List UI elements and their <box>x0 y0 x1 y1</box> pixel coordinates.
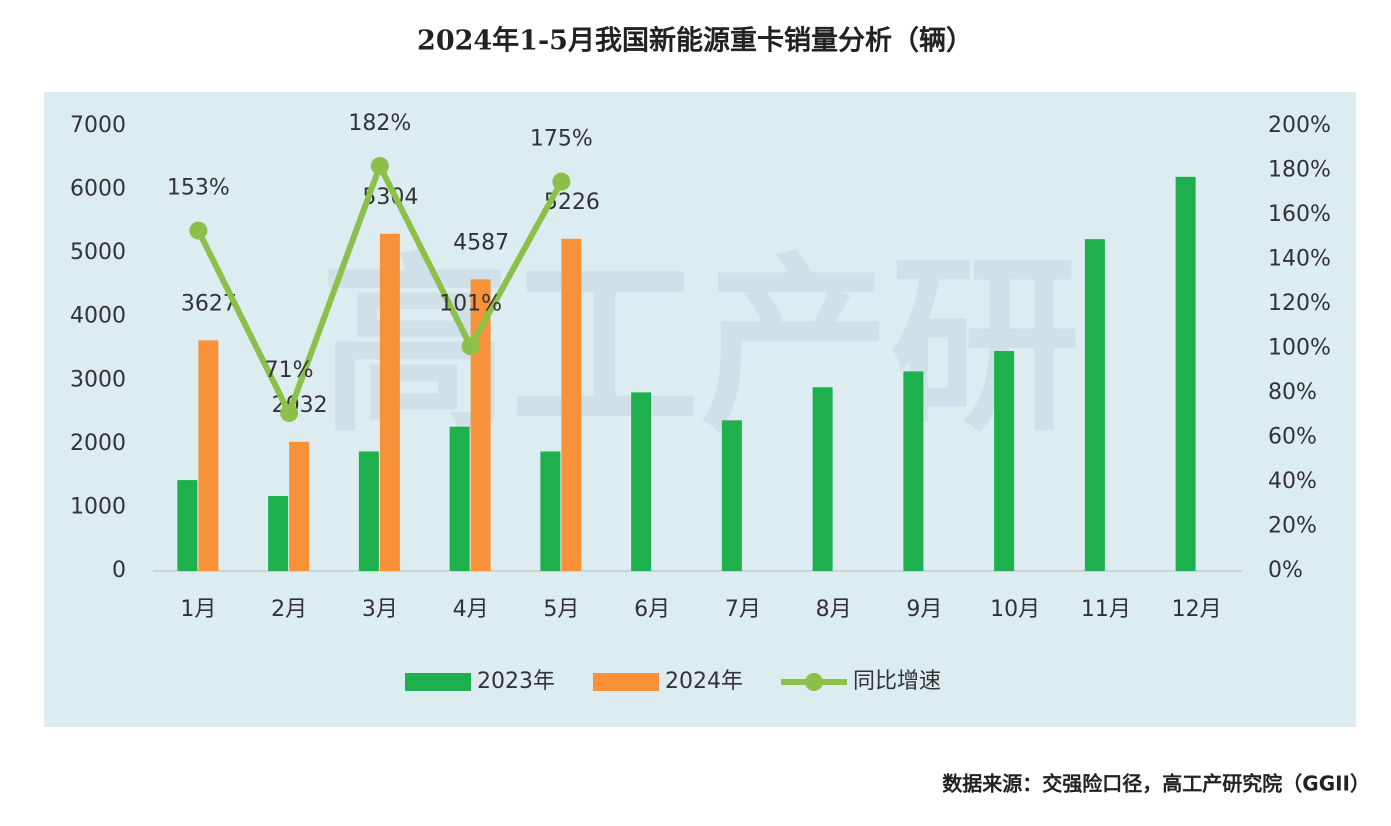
data-label: 71% <box>265 358 314 383</box>
legend-label: 2024年 <box>665 669 743 694</box>
y2-tick-label: 20% <box>1268 514 1317 539</box>
legend-swatch <box>405 673 471 691</box>
data-label: 182% <box>348 111 411 136</box>
y-tick-label: 2000 <box>70 431 126 456</box>
y2-tick-label: 0% <box>1268 558 1303 583</box>
line-point <box>552 172 571 191</box>
x-tick-label: 5月 <box>543 597 579 622</box>
bar <box>449 426 470 571</box>
bar <box>1084 239 1105 571</box>
data-label: 101% <box>439 291 502 316</box>
bar <box>1175 176 1196 571</box>
bar <box>721 420 742 571</box>
y2-tick-label: 120% <box>1268 291 1331 316</box>
bar <box>903 371 924 571</box>
x-tick-label: 6月 <box>634 597 670 622</box>
x-tick-label: 10月 <box>990 597 1040 622</box>
bar <box>994 351 1015 571</box>
bar <box>812 387 833 571</box>
source-note: 数据来源：交强险口径，高工产研究院（GGII） <box>942 772 1370 796</box>
bar <box>358 451 379 571</box>
chart-title: 2024年1-5月我国新能源重卡销量分析（辆） <box>417 25 973 57</box>
y2-tick-label: 100% <box>1268 336 1331 361</box>
y-tick-label: 7000 <box>70 113 126 138</box>
y-tick-label: 0 <box>112 558 126 583</box>
bar <box>268 495 289 571</box>
y2-tick-label: 80% <box>1268 380 1317 405</box>
y2-tick-label: 40% <box>1268 469 1317 494</box>
legend-swatch <box>805 673 823 691</box>
x-tick-label: 12月 <box>1172 597 1222 622</box>
y2-tick-label: 160% <box>1268 202 1331 227</box>
bar <box>198 340 219 571</box>
x-tick-label: 1月 <box>180 597 216 622</box>
x-tick-label: 4月 <box>453 597 489 622</box>
bar <box>540 451 561 571</box>
legend-label: 同比增速 <box>853 669 941 694</box>
x-tick-label: 3月 <box>362 597 398 622</box>
y2-tick-label: 60% <box>1268 425 1317 450</box>
bar <box>177 480 198 571</box>
y-tick-label: 4000 <box>70 304 126 329</box>
line-point <box>370 157 389 176</box>
x-tick-label: 2月 <box>271 597 307 622</box>
y2-tick-label: 140% <box>1268 247 1331 272</box>
y-tick-label: 1000 <box>70 494 126 519</box>
watermark: 高工产研 <box>320 236 1080 457</box>
y-tick-label: 6000 <box>70 177 126 202</box>
legend-label: 2023年 <box>477 669 555 694</box>
legend-swatch <box>593 673 659 691</box>
bar <box>561 238 582 572</box>
data-label: 4587 <box>453 230 509 255</box>
data-label: 175% <box>530 127 593 152</box>
bar <box>379 233 400 571</box>
bar <box>289 441 310 571</box>
bar <box>631 392 652 571</box>
y2-tick-label: 180% <box>1268 158 1331 183</box>
x-tick-label: 7月 <box>725 597 761 622</box>
x-tick-label: 11月 <box>1081 597 1131 622</box>
plot-background <box>44 92 1356 727</box>
y2-tick-label: 200% <box>1268 113 1331 138</box>
line-point <box>280 404 299 423</box>
data-label: 153% <box>167 176 230 201</box>
line-point <box>461 337 480 356</box>
x-tick-label: 9月 <box>906 597 942 622</box>
line-point <box>189 221 208 240</box>
y-tick-label: 5000 <box>70 240 126 265</box>
y-tick-label: 3000 <box>70 367 126 392</box>
x-tick-label: 8月 <box>816 597 852 622</box>
